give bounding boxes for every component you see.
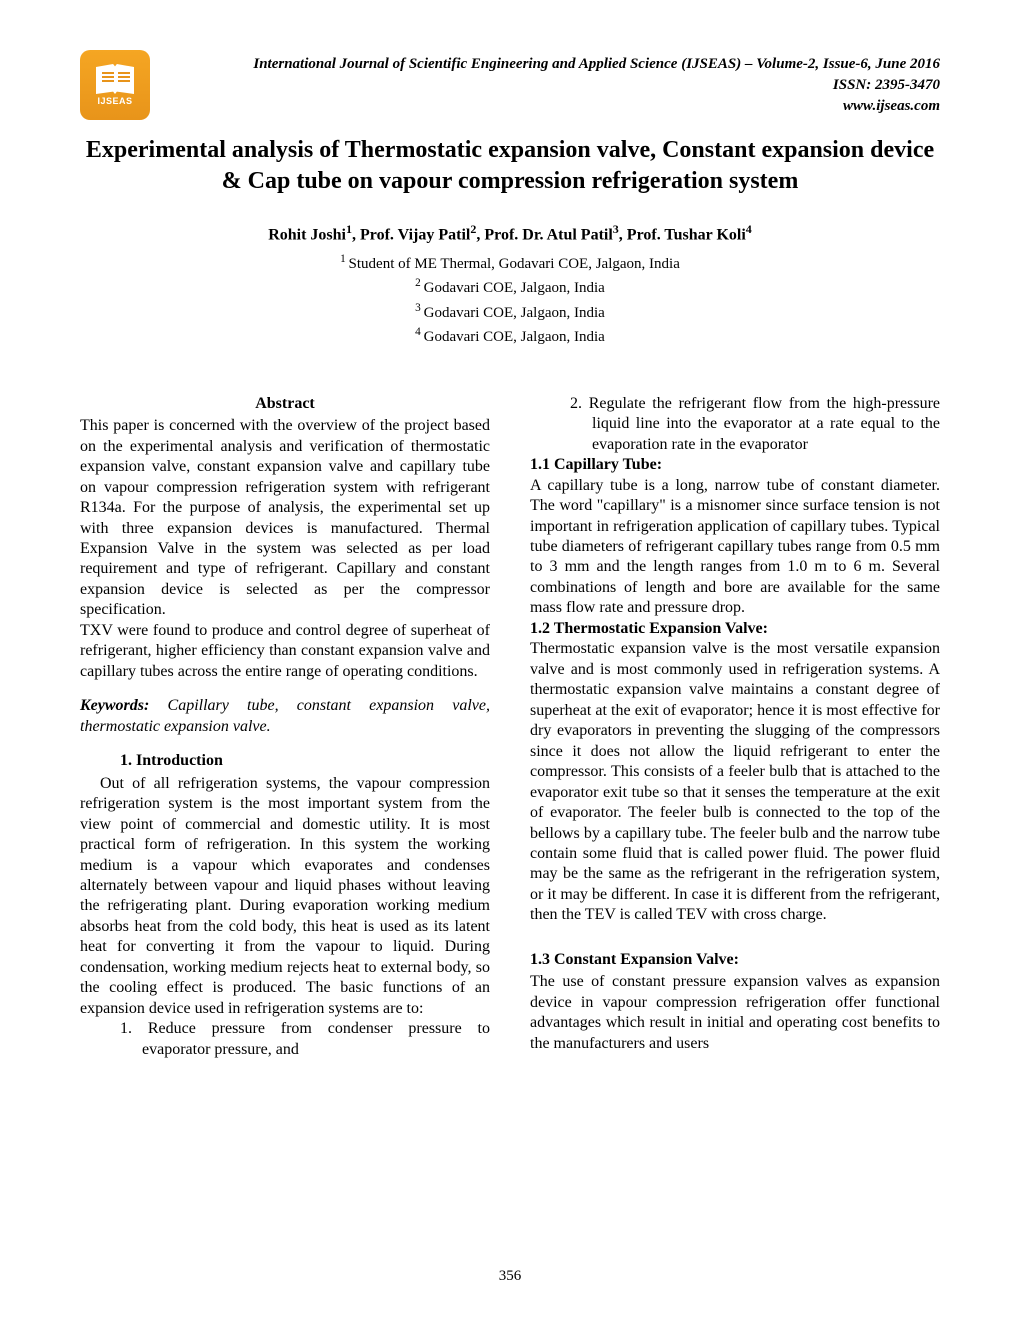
section-1-2-heading: 1.2 Thermostatic Expansion Valve: bbox=[530, 619, 940, 639]
section-1-3-heading: 1.3 Constant Expansion Valve: bbox=[530, 950, 940, 970]
right-column: 2. Regulate the refrigerant flow from th… bbox=[530, 394, 940, 1061]
affiliation-3: 3 Godavari COE, Jalgaon, India bbox=[80, 300, 940, 325]
introduction-heading: 1. Introduction bbox=[80, 751, 490, 771]
keywords-label: Keywords: bbox=[80, 697, 149, 714]
journal-logo: IJSEAS bbox=[80, 50, 150, 120]
keywords-line: Keywords: Capillary tube, constant expan… bbox=[80, 696, 490, 737]
page-number: 356 bbox=[0, 1268, 1020, 1285]
section-1-1-paragraph: A capillary tube is a long, narrow tube … bbox=[530, 476, 940, 619]
section-1-3-paragraph: The use of constant pressure expansion v… bbox=[530, 972, 940, 1054]
authors-line: Rohit Joshi1, Prof. Vijay Patil2, Prof. … bbox=[80, 222, 940, 244]
affiliation-1: 1 Student of ME Thermal, Godavari COE, J… bbox=[80, 251, 940, 276]
journal-website: www.ijseas.com bbox=[180, 96, 940, 117]
abstract-paragraph-1: This paper is concerned with the overvie… bbox=[80, 416, 490, 621]
affiliation-4: 4 Godavari COE, Jalgaon, India bbox=[80, 324, 940, 349]
intro-list-item-1: 1. Reduce pressure from condenser pressu… bbox=[80, 1019, 490, 1060]
introduction-paragraph-1: Out of all refrigeration systems, the va… bbox=[80, 774, 490, 1020]
affiliations-block: 1 Student of ME Thermal, Godavari COE, J… bbox=[80, 251, 940, 349]
intro-list-item-2: 2. Regulate the refrigerant flow from th… bbox=[530, 394, 940, 455]
abstract-heading: Abstract bbox=[80, 394, 490, 414]
journal-issn: ISSN: 2395-3470 bbox=[180, 75, 940, 96]
logo-book-icon bbox=[96, 64, 134, 94]
journal-header-block: International Journal of Scientific Engi… bbox=[180, 50, 940, 117]
left-column: Abstract This paper is concerned with th… bbox=[80, 394, 490, 1061]
journal-title-line: International Journal of Scientific Engi… bbox=[180, 54, 940, 75]
page-header: IJSEAS International Journal of Scientif… bbox=[80, 50, 940, 120]
section-1-2-paragraph: Thermostatic expansion valve is the most… bbox=[530, 639, 940, 926]
abstract-paragraph-2: TXV were found to produce and control de… bbox=[80, 621, 490, 682]
affiliation-2: 2 Godavari COE, Jalgaon, India bbox=[80, 275, 940, 300]
logo-text: IJSEAS bbox=[97, 96, 132, 106]
two-column-content: Abstract This paper is concerned with th… bbox=[80, 394, 940, 1061]
paper-title: Experimental analysis of Thermostatic ex… bbox=[80, 135, 940, 197]
section-1-1-heading: 1.1 Capillary Tube: bbox=[530, 455, 940, 475]
